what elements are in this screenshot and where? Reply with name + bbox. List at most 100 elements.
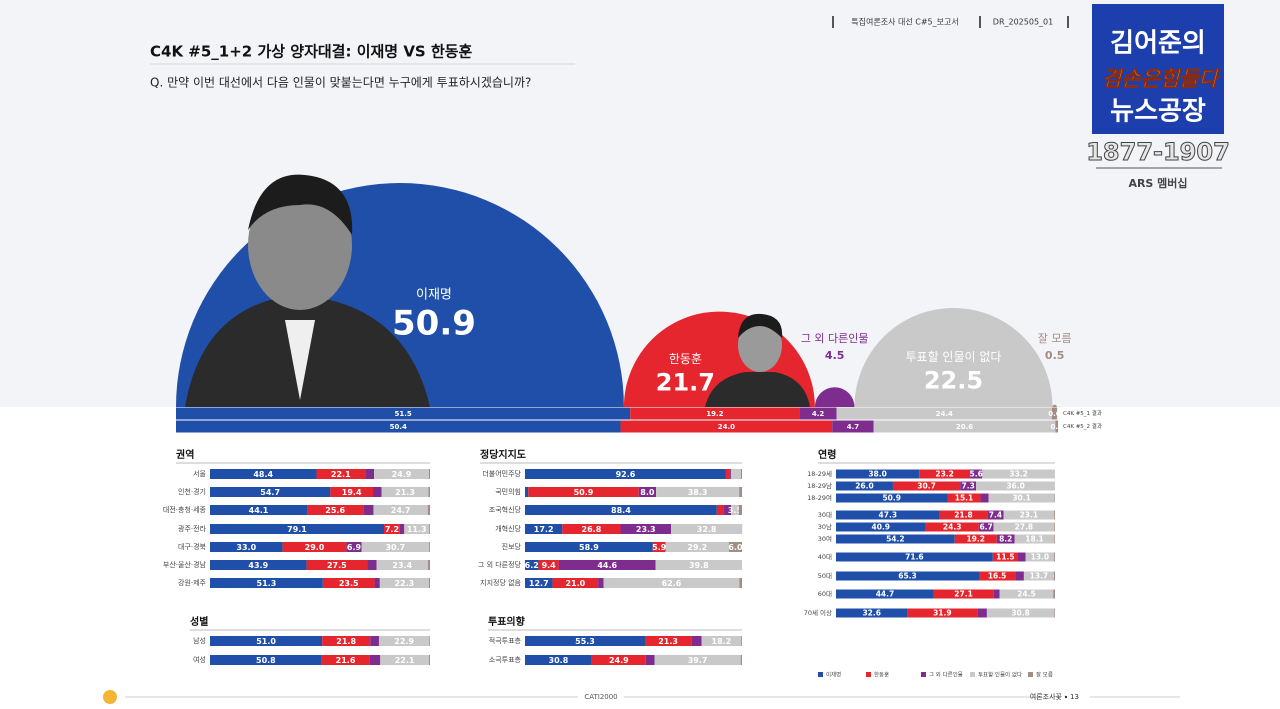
value-label: 0.3 <box>1050 423 1063 431</box>
value-label: 25.6 <box>325 506 345 515</box>
value-label: 38.3 <box>688 488 708 497</box>
bar-segment <box>836 510 940 520</box>
bar-segment <box>836 407 1052 420</box>
bar-segment <box>316 469 366 479</box>
bar-segment <box>723 505 732 515</box>
bar-segment <box>525 469 726 479</box>
value-label: 19.2 <box>966 535 985 544</box>
row-label: 40대 <box>818 553 832 561</box>
bar-segment <box>987 510 1004 520</box>
bar-segment <box>907 608 978 618</box>
row-label: 30남 <box>818 522 832 531</box>
bar-segment <box>925 522 979 532</box>
portrait-head <box>738 318 782 372</box>
badge-note: ARS 멤버십 <box>1128 176 1187 190</box>
row-label: 그 외 다른정당 <box>478 560 522 569</box>
value-label: 24.3 <box>943 523 962 532</box>
row-label: 조국혁신당 <box>489 505 522 514</box>
bar-segment <box>525 542 653 552</box>
bar-segment <box>730 469 741 479</box>
bar-segment <box>210 636 323 646</box>
value-label: 23.5 <box>339 579 359 588</box>
row-label: 부산·울산·경남 <box>163 560 207 569</box>
bar-segment <box>1055 420 1058 433</box>
bar-segment <box>996 534 1015 544</box>
value-label: 15.1 <box>955 494 974 503</box>
footer-icon <box>103 690 117 704</box>
value-label: 23.3 <box>636 525 656 534</box>
bar-segment <box>210 578 323 588</box>
bar-segment <box>1053 589 1055 599</box>
value-label: 54.7 <box>260 488 280 497</box>
value-label: 7.4 <box>989 511 1002 520</box>
bar-segment <box>374 578 380 588</box>
report-name: 특집여론조사 대선 C#5_보고서 <box>851 17 958 27</box>
portrait-body <box>705 372 810 407</box>
value-label: 6.7 <box>979 523 992 532</box>
bar-segment <box>428 655 430 665</box>
value-label: 22.1 <box>395 656 415 665</box>
value-label: 39.8 <box>689 561 709 570</box>
segment-name: 한동훈 <box>669 352 702 366</box>
bar-segment <box>1025 552 1055 562</box>
value-label: 21.8 <box>954 511 973 520</box>
bar-segment <box>282 542 347 552</box>
value-label: 50.9 <box>574 488 594 497</box>
bar-segment <box>979 571 1016 581</box>
value-label: 24.0 <box>718 423 735 431</box>
bar-segment <box>620 524 672 534</box>
footer-dot <box>1064 695 1068 699</box>
footer-org: 여론조사꽃 <box>1030 692 1063 701</box>
value-label: 21.0 <box>565 579 585 588</box>
value-label: 30.8 <box>1011 609 1030 618</box>
value-label: 27.8 <box>1015 523 1034 532</box>
bar-segment <box>210 524 385 534</box>
value-label: 50.9 <box>882 494 901 503</box>
value-label: 51.0 <box>256 637 276 646</box>
value-label: 27.5 <box>327 561 347 570</box>
bar-segment <box>933 589 994 599</box>
bar-segment <box>740 469 742 479</box>
bar-segment <box>836 481 893 491</box>
bar-segment <box>210 560 307 570</box>
bar-segment <box>1023 571 1054 581</box>
bar-segment <box>399 524 405 534</box>
value-label: 51.5 <box>394 410 411 418</box>
legend-label: 한동훈 <box>874 671 889 679</box>
bar-segment <box>538 560 559 570</box>
value-label: 19.2 <box>706 410 723 418</box>
row-label: 대전·충청·세종 <box>163 505 207 514</box>
bar-segment <box>741 636 742 646</box>
bar-segment <box>671 524 743 534</box>
legend-label: 그 외 다른인물 <box>929 671 963 679</box>
value-label: 6.0 <box>728 543 743 552</box>
bar-segment <box>369 655 381 665</box>
bar-segment <box>528 487 639 497</box>
segment-value: 21.7 <box>656 368 715 396</box>
value-label: 24.4 <box>936 410 953 418</box>
value-label: 48.4 <box>253 470 273 479</box>
title: C4K #5_1+2 가상 양자대결: 이재명 VS 한동훈 <box>150 43 473 61</box>
bar-segment <box>947 493 981 503</box>
value-label: 8.2 <box>999 535 1012 544</box>
bar-segment <box>977 608 987 618</box>
row-label: 진보당 <box>502 542 522 551</box>
row-label: 대구·경북 <box>178 542 207 551</box>
bar-segment <box>836 534 955 544</box>
value-label: 39.7 <box>688 656 708 665</box>
bar-segment <box>210 542 283 552</box>
value-label: 29.2 <box>687 543 707 552</box>
row-label: 개혁신당 <box>495 524 521 533</box>
bar-segment <box>988 493 1055 503</box>
bar-segment <box>321 655 370 665</box>
bar-segment <box>836 608 908 618</box>
value-label: 24.5 <box>1017 590 1036 599</box>
bar-segment <box>428 469 430 479</box>
portrait-hair <box>738 313 783 338</box>
value-label: 38.0 <box>868 470 887 479</box>
portrait-right <box>705 313 810 407</box>
bar-segment <box>1054 608 1055 618</box>
value-label: 26.8 <box>582 525 602 534</box>
bar-segment <box>428 487 430 497</box>
